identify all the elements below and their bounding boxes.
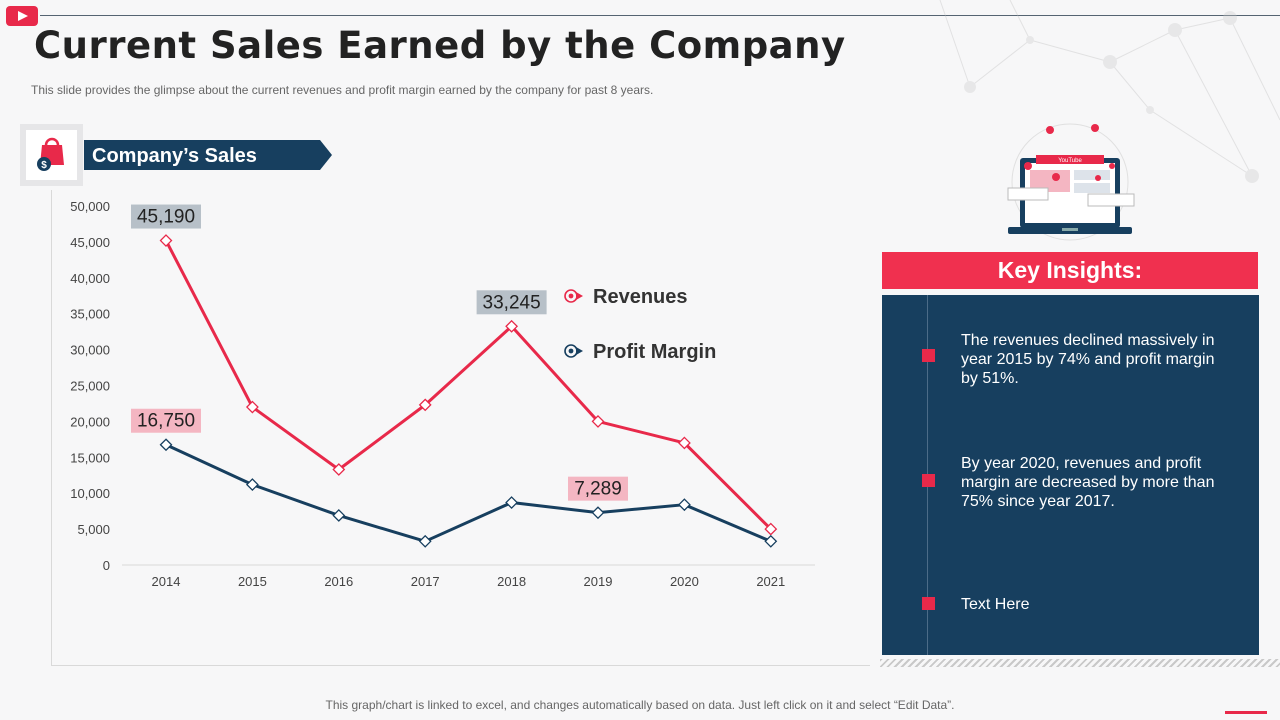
data-callout-label: 45,190 <box>137 207 195 228</box>
y-tick-label: 10,000 <box>70 486 110 501</box>
y-tick-label: 40,000 <box>70 271 110 286</box>
laptop-youtube-illustration: YouTube <box>1007 123 1135 241</box>
key-insights-panel: The revenues declined massively in year … <box>882 295 1259 655</box>
y-tick-label: 30,000 <box>70 343 110 358</box>
revenues-data-point <box>505 319 519 333</box>
x-tick-label: 2017 <box>411 574 440 589</box>
header-divider <box>40 15 1280 16</box>
profit-margin-data-point <box>591 506 605 520</box>
x-tick-label: 2019 <box>584 574 613 589</box>
page-title: Current Sales Earned by the Company <box>34 24 846 67</box>
shopping-bag-icon: $ <box>37 137 64 171</box>
x-tick-label: 2020 <box>670 574 699 589</box>
banner-shape <box>84 140 332 170</box>
revenues-data-point <box>764 522 778 536</box>
revenues-data-point <box>245 400 259 414</box>
section-label: Company’s Sales <box>92 145 257 167</box>
data-callout-label: 16,750 <box>137 411 195 432</box>
y-tick-label: 20,000 <box>70 414 110 429</box>
hatch-decoration <box>880 659 1280 667</box>
insight-text: The revenues declined massively in year … <box>961 332 1215 387</box>
profit-margin-data-point <box>764 534 778 548</box>
revenues-data-point <box>418 398 432 412</box>
bullet-marker-icon <box>922 597 935 610</box>
network-background-decoration <box>939 0 1280 183</box>
profit-margin-legend-icon <box>564 344 583 358</box>
insight-text: Text Here <box>961 596 1030 613</box>
x-tick-label: 2014 <box>152 574 181 589</box>
revenues-legend-icon <box>564 289 583 303</box>
y-tick-label: 45,000 <box>70 235 110 250</box>
svg-text:$: $ <box>41 160 47 171</box>
insight-text: By year 2020, revenues and profit margin… <box>961 455 1215 510</box>
key-insights-heading: Key Insights: <box>882 252 1258 289</box>
data-callout-label: 7,289 <box>574 479 622 500</box>
youtube-logo-icon <box>6 6 38 26</box>
page-subtitle: This slide provides the glimpse about th… <box>31 83 654 97</box>
laptop-label: YouTube <box>1058 158 1082 164</box>
profit-margin-data-point <box>418 534 432 548</box>
profit-margin-data-point <box>677 498 691 512</box>
legend-profit-margin-label: Profit Margin <box>593 341 717 363</box>
data-callout-box <box>131 204 201 229</box>
y-tick-label: 50,000 <box>70 199 110 214</box>
legend-profit-margin: Profit Margin <box>564 341 717 364</box>
revenues-data-point <box>591 414 605 428</box>
y-tick-label: 25,000 <box>70 379 110 394</box>
revenues-data-point <box>332 463 346 476</box>
data-callout-box <box>568 476 628 501</box>
y-tick-label: 5,000 <box>77 522 110 537</box>
legend-revenues-label: Revenues <box>593 286 688 308</box>
bullet-marker-icon <box>922 349 935 362</box>
bullet-marker-icon <box>922 474 935 487</box>
y-tick-label: 15,000 <box>70 450 110 465</box>
profit-margin-data-point <box>159 438 173 452</box>
profit-margin-data-point <box>332 509 346 522</box>
data-callout-box <box>131 408 201 433</box>
revenues-data-point <box>159 234 173 247</box>
profit-margin-data-point <box>505 496 519 509</box>
x-tick-label: 2016 <box>324 574 353 589</box>
data-callout-label: 33,245 <box>483 292 541 313</box>
shopping-bag-icon-box: $ <box>20 124 83 186</box>
section-banner: Company’s Sales <box>84 140 332 170</box>
profit-margin-data-point <box>245 478 259 492</box>
x-tick-label: 2015 <box>238 574 267 589</box>
revenues-data-point <box>677 436 691 450</box>
revenues-series-line <box>164 239 772 531</box>
y-tick-label: 35,000 <box>70 307 110 322</box>
y-tick-label: 0 <box>103 558 110 573</box>
footer-accent-bar <box>1225 711 1267 714</box>
legend-revenues: Revenues <box>564 286 688 309</box>
x-tick-label: 2018 <box>497 574 526 589</box>
data-callout-box <box>476 290 547 315</box>
chart-frame <box>51 190 870 666</box>
footer-note: This graph/chart is linked to excel, and… <box>325 698 955 712</box>
profit-margin-series-line <box>165 443 772 543</box>
x-tick-label: 2021 <box>756 574 785 589</box>
